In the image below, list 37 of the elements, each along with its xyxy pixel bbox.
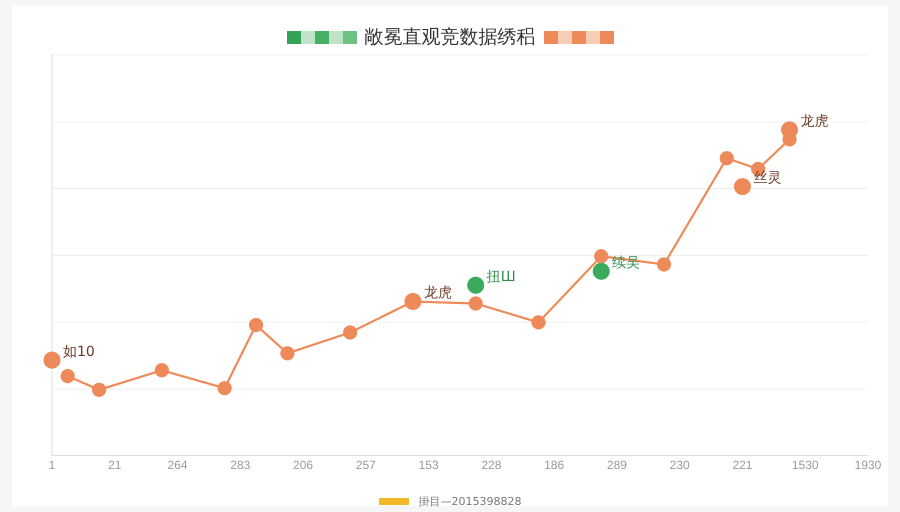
point (248, 318, 264, 332)
x-tick-label: 257 (356, 458, 376, 472)
point (594, 249, 608, 264)
point (154, 363, 169, 378)
text: 掛目—2015398828 (418, 495, 522, 508)
series-label: 丝灵 (753, 170, 782, 186)
point (467, 276, 484, 294)
series-label: 龙虎 (800, 114, 829, 130)
x-tick-label: 186 (544, 458, 564, 472)
chart-title: 敞冕直观竞数据绣稆 (364, 26, 536, 48)
point (734, 178, 751, 196)
point (656, 257, 672, 272)
x-tick-label: 283 (230, 458, 251, 472)
point (280, 346, 294, 360)
x-tick-label: 1 (48, 458, 56, 472)
point (343, 325, 358, 340)
point (44, 352, 60, 369)
x-tick-label: 21 (108, 458, 122, 472)
point (720, 151, 734, 166)
x-tick-label: 1530 (792, 458, 819, 472)
series-label: 龙虎 (424, 285, 452, 302)
x-tick-label: 230 (670, 458, 690, 472)
x-tick-label: 264 (168, 458, 188, 472)
x-tick-label: 153 (418, 458, 439, 472)
series-label: 如10 (63, 344, 95, 360)
point (468, 296, 483, 311)
series-label: 扭Ш (486, 268, 516, 285)
x-tick-label: 228 (481, 458, 502, 472)
point (218, 381, 232, 396)
x-tick-label: 221 (732, 458, 753, 472)
point (531, 315, 546, 330)
x-tick-label: 289 (606, 458, 628, 472)
point (92, 382, 106, 397)
point (592, 262, 610, 280)
point (60, 369, 75, 384)
x-tick-label: 1930 (854, 458, 882, 472)
x-tick-label: 206 (293, 458, 314, 472)
